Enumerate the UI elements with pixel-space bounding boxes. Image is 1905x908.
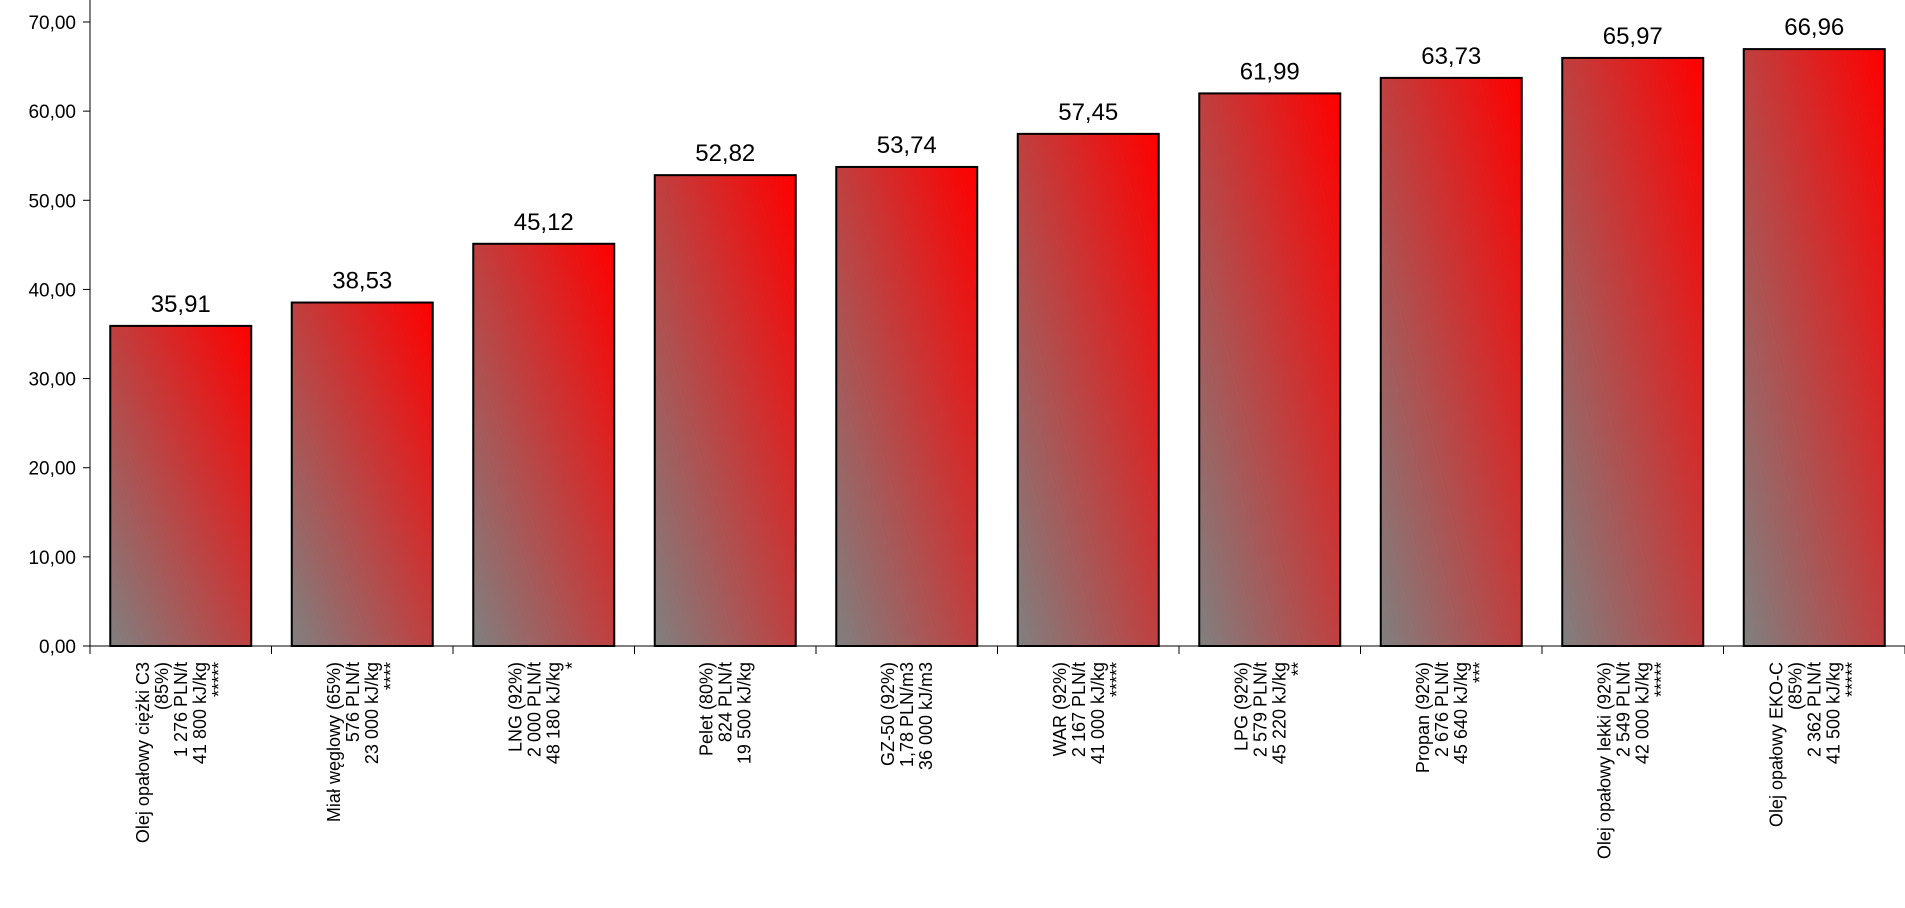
category-label-line: LPG (92%) — [1231, 662, 1251, 751]
category-label-line: 45 220 kJ/kg — [1269, 662, 1289, 764]
y-tick-label: 40,00 — [28, 280, 76, 301]
category-label: Olej opałowy ciężki C3(85%)1 276 PLN/t41… — [133, 662, 229, 843]
x-tick-label: Propan (92%)2 676 PLN/t45 640 kJ/kg*** — [1413, 662, 1490, 773]
category-label-line: ***** — [209, 662, 229, 697]
x-tick-label: Olej opałowy lekki (92%)2 549 PLN/t42 00… — [1594, 662, 1671, 859]
category-label: LPG (92%)2 579 PLN/t45 220 kJ/kg** — [1231, 662, 1308, 764]
category-label-line: 48 180 kJ/kg — [543, 662, 563, 764]
data-label: 57,45 — [1058, 99, 1118, 126]
x-tick-label: LPG (92%)2 579 PLN/t45 220 kJ/kg** — [1231, 662, 1308, 764]
data-label: 61,99 — [1240, 58, 1300, 85]
category-label-line: 36 000 kJ/m3 — [916, 662, 936, 770]
category-label-line: 2 579 PLN/t — [1250, 662, 1270, 757]
category-label: WAR (92%)2 167 PLN/t41 000 kJ/kg***** — [1050, 662, 1127, 764]
category-label-line: WAR (92%) — [1050, 662, 1070, 756]
x-tick-label: Olej opałowy EKO-C(85%)2 362 PLN/t41 500… — [1766, 662, 1862, 827]
y-tick-label: 10,00 — [28, 548, 76, 569]
category-label: Pelet (80%)824 PLN/t19 500 kJ/kg — [696, 662, 754, 764]
category-label-line: * — [562, 662, 582, 669]
bar — [1742, 48, 1886, 648]
category-label-line: (85%) — [1785, 662, 1805, 710]
bar — [835, 165, 979, 647]
category-label-line: 42 000 kJ/kg — [1632, 662, 1652, 764]
x-tick-label: Pelet (80%)824 PLN/t19 500 kJ/kg — [696, 662, 754, 764]
category-label-line: Propan (92%) — [1413, 662, 1433, 773]
x-tick-label: WAR (92%)2 167 PLN/t41 000 kJ/kg***** — [1050, 662, 1127, 764]
category-label-line: 41 800 kJ/kg — [190, 662, 210, 764]
bars — [109, 48, 1886, 648]
x-tick-label: GZ-50 (92%)1,78 PLN/m336 000 kJ/m3 — [878, 662, 936, 770]
category-label-line: 576 PLN/t — [343, 662, 363, 742]
category-label-line: ***** — [1651, 662, 1671, 697]
y-tick-label: 70,00 — [28, 13, 76, 34]
data-label: 65,97 — [1603, 23, 1663, 50]
category-label: Propan (92%)2 676 PLN/t45 640 kJ/kg*** — [1413, 662, 1490, 773]
category-label: GZ-50 (92%)1,78 PLN/m336 000 kJ/m3 — [878, 662, 936, 770]
category-label: Miał węglowy (65%)576 PLN/t23 000 kJ/kg*… — [324, 662, 401, 822]
data-label: 53,74 — [877, 132, 937, 159]
category-label-line: 19 500 kJ/kg — [734, 662, 754, 764]
data-label: 66,96 — [1784, 14, 1844, 41]
category-label-line: 23 000 kJ/kg — [362, 662, 382, 764]
bar — [109, 324, 253, 647]
data-label: 35,91 — [151, 291, 211, 318]
category-label-line: *** — [1470, 662, 1490, 683]
category-label-line: Olej opałowy ciężki C3 — [133, 662, 153, 843]
bar — [1198, 92, 1342, 647]
bar — [1561, 56, 1705, 648]
category-label-line: 2 549 PLN/t — [1613, 662, 1633, 757]
bar — [1379, 76, 1523, 647]
category-label-line: Olej opałowy lekki (92%) — [1594, 662, 1614, 859]
category-label-line: 2 000 PLN/t — [524, 662, 544, 757]
category-label-line: 2 676 PLN/t — [1432, 662, 1452, 757]
category-label: LNG (92%)2 000 PLN/t48 180 kJ/kg* — [505, 662, 582, 764]
category-label-line: GZ-50 (92%) — [878, 662, 898, 766]
category-label-line: Miał węglowy (65%) — [324, 662, 344, 822]
y-tick-label: 60,00 — [28, 102, 76, 123]
bar — [1016, 132, 1160, 648]
category-label-line: LNG (92%) — [505, 662, 525, 752]
category-label-line: 45 640 kJ/kg — [1451, 662, 1471, 764]
data-label: 52,82 — [695, 140, 755, 167]
y-tick-label: 30,00 — [28, 370, 76, 391]
category-label-line: 2 167 PLN/t — [1069, 662, 1089, 757]
y-tick-label: 50,00 — [28, 191, 76, 212]
category-label-line: 2 362 PLN/t — [1804, 662, 1824, 757]
category-label-line: ***** — [1107, 662, 1127, 697]
x-tick-label: Miał węglowy (65%)576 PLN/t23 000 kJ/kg*… — [324, 662, 401, 822]
x-tick-label: LNG (92%)2 000 PLN/t48 180 kJ/kg* — [505, 662, 582, 764]
category-label: Olej opałowy lekki (92%)2 549 PLN/t42 00… — [1594, 662, 1671, 859]
category-label-line: 41 000 kJ/kg — [1088, 662, 1108, 764]
category-label-line: Pelet (80%) — [696, 662, 716, 756]
category-label-line: (85%) — [152, 662, 172, 710]
category-label-line: Olej opałowy EKO-C — [1766, 662, 1786, 827]
category-label-line: ** — [1288, 662, 1308, 676]
category-label-line: 824 PLN/t — [715, 662, 735, 742]
category-label-line: 1,78 PLN/m3 — [897, 662, 917, 767]
category-label: Olej opałowy EKO-C(85%)2 362 PLN/t41 500… — [1766, 662, 1862, 827]
category-label-line: 41 500 kJ/kg — [1823, 662, 1843, 764]
y-tick-label: 0,00 — [39, 637, 76, 658]
category-label-line: **** — [381, 662, 401, 690]
data-label: 45,12 — [514, 209, 574, 236]
bar — [653, 174, 797, 647]
data-label: 38,53 — [332, 268, 392, 295]
category-label-line: 1 276 PLN/t — [171, 662, 191, 757]
bar — [472, 242, 616, 648]
category-label-line: ***** — [1842, 662, 1862, 697]
x-tick-label: Olej opałowy ciężki C3(85%)1 276 PLN/t41… — [133, 662, 229, 843]
bar — [290, 301, 434, 647]
y-tick-label: 20,00 — [28, 459, 76, 480]
data-label: 63,73 — [1421, 43, 1481, 70]
